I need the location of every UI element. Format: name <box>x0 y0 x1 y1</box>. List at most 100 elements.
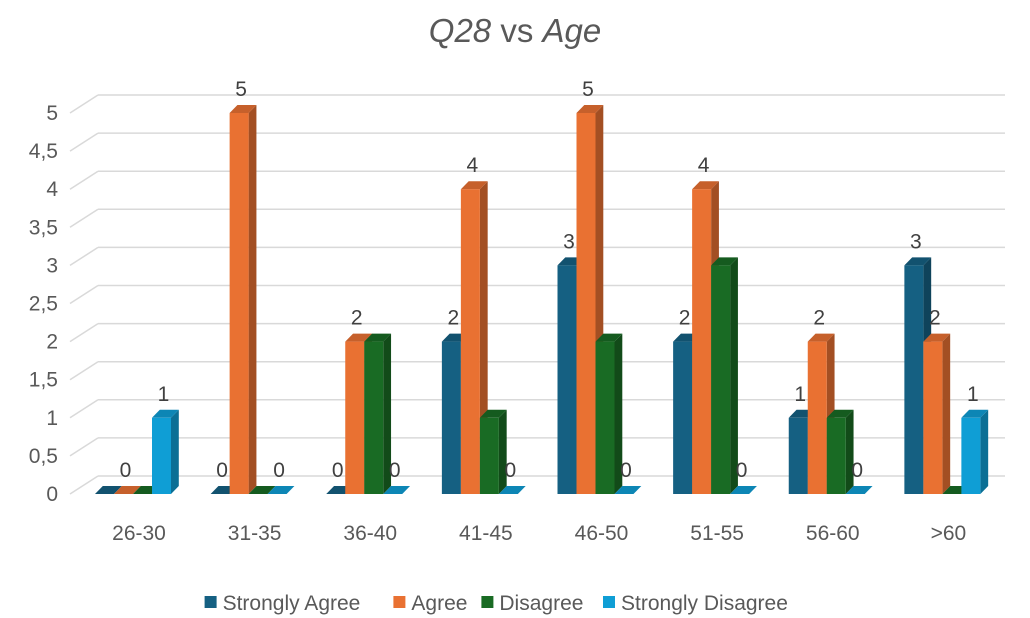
bar <box>614 486 642 494</box>
legend-label: Agree <box>411 592 467 615</box>
bar-front <box>673 341 693 494</box>
bar-top <box>711 257 738 266</box>
bar <box>267 486 295 494</box>
legend: Strongly Agree Agree Disagree Strongly Disa… <box>204 592 788 615</box>
legend-swatch <box>393 596 406 608</box>
bar-top <box>152 409 179 418</box>
bar-side <box>383 333 392 494</box>
data-label: 2 <box>813 307 825 330</box>
gridline-diagonal <box>69 246 99 267</box>
gridlines <box>69 94 1005 495</box>
data-label: 0 <box>273 459 285 482</box>
bar <box>711 257 738 494</box>
gridline-diagonal <box>69 437 99 457</box>
chart-title-part-2: vs <box>491 12 542 49</box>
data-label: 0 <box>736 459 748 482</box>
data-label: 2 <box>679 307 691 330</box>
bars <box>95 105 989 494</box>
bar-top <box>614 486 642 494</box>
bar-front <box>595 341 615 494</box>
data-label: 5 <box>235 78 247 101</box>
y-tick-label: 2 <box>46 331 58 354</box>
bar-side <box>942 333 951 494</box>
bar <box>364 333 392 494</box>
bar-top <box>114 486 141 494</box>
data-label: 3 <box>563 230 575 253</box>
y-tick-label: 2,5 <box>29 293 58 316</box>
y-tick-label: 0 <box>46 483 58 506</box>
bar <box>730 486 757 494</box>
bar-side <box>980 409 989 494</box>
bar-front <box>826 417 846 494</box>
bar-top <box>730 486 757 494</box>
x-category-label: 31-35 <box>228 522 282 545</box>
x-category-label: 41-45 <box>459 522 513 545</box>
x-category-label: 26-30 <box>112 522 166 545</box>
x-category-label: >60 <box>931 522 967 545</box>
gridline-diagonal <box>69 94 99 114</box>
gridline-diagonal <box>69 361 99 381</box>
data-label: 0 <box>332 459 344 482</box>
legend-item: Agree <box>393 592 467 615</box>
x-category-label: 46-50 <box>575 522 629 545</box>
bar-top <box>692 181 719 190</box>
chart-title: Q28 vs Age <box>429 12 601 49</box>
gridline-diagonal <box>69 399 99 419</box>
bar-front <box>441 341 461 494</box>
bar-top <box>383 486 411 494</box>
bar-top <box>595 333 623 342</box>
x-axis-categories: 26-30 31-35 36-40 41-45 46-50 51-55 56-60 >60 <box>112 522 966 545</box>
bar-side <box>248 105 257 494</box>
x-category-label: 36-40 <box>343 522 397 545</box>
bar-side <box>730 257 738 494</box>
data-label: 1 <box>158 383 170 406</box>
bar-front <box>961 417 981 494</box>
data-label: 0 <box>851 459 863 482</box>
bar-top <box>807 333 835 342</box>
data-label: 5 <box>582 78 594 101</box>
bar <box>383 486 411 494</box>
data-label: 2 <box>448 307 460 330</box>
legend-item: Strongly Disagree <box>603 592 788 615</box>
data-label: 0 <box>620 459 632 482</box>
bar <box>152 409 179 494</box>
bar-side <box>845 409 854 494</box>
x-category-label: 56-60 <box>806 522 860 545</box>
bar-front <box>923 341 943 494</box>
chart-title-part-3: Age <box>541 12 602 49</box>
bar-top <box>826 409 854 418</box>
bar-top <box>364 333 392 342</box>
legend-item: Strongly Agree <box>204 592 360 615</box>
bar-front <box>364 341 384 494</box>
bar-front <box>788 417 808 494</box>
gridline-diagonal <box>69 208 99 228</box>
bar-front <box>152 417 171 494</box>
data-label: 1 <box>794 383 806 406</box>
data-label: 0 <box>505 459 517 482</box>
bar-top <box>95 486 122 494</box>
bar-top <box>923 333 951 342</box>
y-tick-label: 3 <box>46 254 58 277</box>
bar-top <box>845 486 873 494</box>
bar <box>248 486 276 494</box>
bar-front <box>460 189 480 494</box>
bar <box>826 409 854 494</box>
y-tick-label: 4 <box>46 178 58 201</box>
bar-front <box>479 417 499 494</box>
data-label: 0 <box>216 459 228 482</box>
data-label: 4 <box>467 154 479 177</box>
chart-title-part-1: Q28 <box>429 12 492 49</box>
bar-front <box>345 341 365 494</box>
bar-top <box>248 486 276 494</box>
y-tick-label: 4,5 <box>29 140 58 163</box>
bar-top <box>576 105 604 113</box>
legend-swatch <box>204 596 217 608</box>
bar <box>961 409 989 494</box>
bar-front <box>229 113 249 494</box>
bar-side <box>614 333 623 494</box>
bar <box>229 105 257 494</box>
y-tick-label: 1 <box>46 407 58 430</box>
bar-front <box>576 113 596 494</box>
bar-front <box>711 265 731 494</box>
